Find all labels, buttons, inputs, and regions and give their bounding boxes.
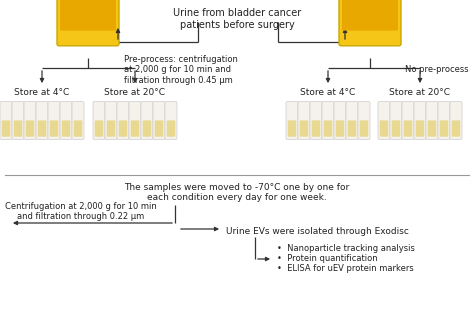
FancyBboxPatch shape (438, 101, 450, 139)
FancyBboxPatch shape (60, 101, 72, 139)
FancyBboxPatch shape (378, 101, 390, 139)
FancyBboxPatch shape (93, 101, 105, 139)
FancyBboxPatch shape (2, 120, 10, 137)
FancyBboxPatch shape (324, 120, 332, 137)
FancyBboxPatch shape (414, 101, 426, 139)
FancyBboxPatch shape (131, 120, 139, 137)
FancyBboxPatch shape (105, 101, 117, 139)
Text: Store at 4°C: Store at 4°C (14, 88, 70, 97)
Text: Store at 20°C: Store at 20°C (104, 88, 165, 97)
FancyBboxPatch shape (107, 120, 115, 137)
FancyBboxPatch shape (298, 101, 310, 139)
Text: Urine from bladder cancer
patients before surgery: Urine from bladder cancer patients befor… (173, 8, 301, 30)
FancyBboxPatch shape (426, 101, 438, 139)
Text: Store at 4°C: Store at 4°C (301, 88, 356, 97)
FancyBboxPatch shape (14, 120, 22, 137)
FancyBboxPatch shape (129, 101, 141, 139)
Text: Pre-process: centrifugation
at 2,000 g for 10 min and
filtration through 0.45 μm: Pre-process: centrifugation at 2,000 g f… (124, 55, 238, 85)
FancyBboxPatch shape (57, 0, 119, 46)
FancyBboxPatch shape (348, 120, 356, 137)
FancyBboxPatch shape (143, 120, 151, 137)
FancyBboxPatch shape (322, 101, 334, 139)
FancyBboxPatch shape (358, 101, 370, 139)
FancyBboxPatch shape (286, 101, 298, 139)
FancyBboxPatch shape (117, 101, 129, 139)
FancyBboxPatch shape (95, 120, 103, 137)
FancyBboxPatch shape (118, 120, 128, 137)
FancyBboxPatch shape (404, 120, 412, 137)
FancyBboxPatch shape (312, 120, 320, 137)
FancyBboxPatch shape (38, 120, 46, 137)
FancyBboxPatch shape (342, 0, 398, 31)
FancyBboxPatch shape (73, 120, 82, 137)
FancyBboxPatch shape (288, 120, 296, 137)
FancyBboxPatch shape (336, 120, 344, 137)
FancyBboxPatch shape (62, 120, 70, 137)
FancyBboxPatch shape (26, 120, 34, 137)
FancyBboxPatch shape (452, 120, 460, 137)
FancyBboxPatch shape (153, 101, 165, 139)
Text: •  Nanoparticle tracking analysis: • Nanoparticle tracking analysis (277, 244, 415, 253)
FancyBboxPatch shape (416, 120, 424, 137)
FancyBboxPatch shape (300, 120, 308, 137)
FancyBboxPatch shape (360, 120, 368, 137)
FancyBboxPatch shape (450, 101, 462, 139)
FancyBboxPatch shape (72, 101, 84, 139)
Text: Centrifugation at 2,000 g for 10 min
and filtration through 0.22 μm: Centrifugation at 2,000 g for 10 min and… (5, 202, 157, 221)
FancyBboxPatch shape (167, 120, 175, 137)
FancyBboxPatch shape (346, 101, 358, 139)
FancyBboxPatch shape (392, 120, 401, 137)
Text: Store at 20°C: Store at 20°C (390, 88, 450, 97)
FancyBboxPatch shape (36, 101, 48, 139)
Text: •  Protein quantification: • Protein quantification (277, 254, 378, 263)
FancyBboxPatch shape (428, 120, 436, 137)
FancyBboxPatch shape (0, 101, 12, 139)
FancyBboxPatch shape (24, 101, 36, 139)
FancyBboxPatch shape (334, 101, 346, 139)
Text: •  ELISA for uEV protein markers: • ELISA for uEV protein markers (277, 264, 414, 273)
FancyBboxPatch shape (310, 101, 322, 139)
FancyBboxPatch shape (390, 101, 402, 139)
FancyBboxPatch shape (380, 120, 388, 137)
FancyBboxPatch shape (165, 101, 177, 139)
Text: Urine EVs were isolated through Exodisc: Urine EVs were isolated through Exodisc (226, 227, 409, 236)
Text: The samples were moved to -70°C one by one for
each condition every day for one : The samples were moved to -70°C one by o… (124, 183, 350, 202)
FancyBboxPatch shape (440, 120, 448, 137)
FancyBboxPatch shape (50, 120, 58, 137)
FancyBboxPatch shape (155, 120, 164, 137)
Text: No pre-process: No pre-process (405, 65, 469, 74)
FancyBboxPatch shape (60, 0, 116, 31)
FancyBboxPatch shape (48, 101, 60, 139)
FancyBboxPatch shape (339, 0, 401, 46)
FancyBboxPatch shape (402, 101, 414, 139)
FancyBboxPatch shape (141, 101, 153, 139)
FancyBboxPatch shape (12, 101, 24, 139)
